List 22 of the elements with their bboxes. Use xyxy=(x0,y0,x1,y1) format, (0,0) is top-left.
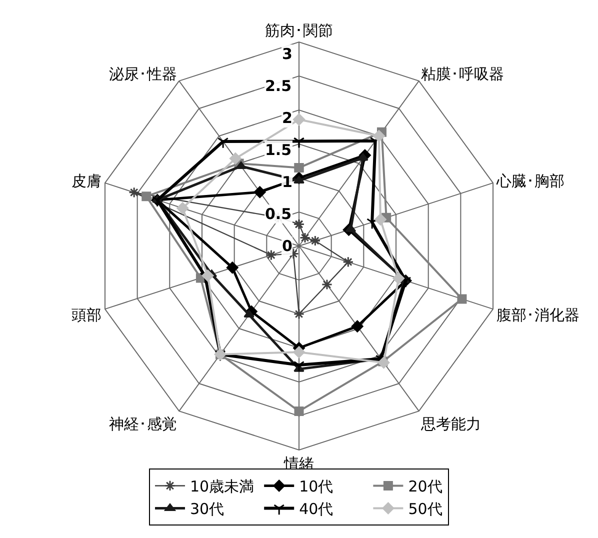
y-tick-label: 2 xyxy=(282,109,292,127)
y-tick-label: 2.5 xyxy=(265,77,292,95)
legend-label: 10歳未満 xyxy=(190,478,254,496)
spoke-label: 筋肉･関節 xyxy=(265,22,333,40)
spoke-label: 思考能力 xyxy=(420,415,481,434)
legend-label: 40代 xyxy=(299,500,334,518)
spoke-label: 頭部 xyxy=(72,306,102,324)
spoke-label: 心臓･胸部 xyxy=(495,172,564,190)
spoke-label: 神経･感覚 xyxy=(109,415,178,434)
y-tick-label: 0.5 xyxy=(265,205,292,223)
spoke-label: 泌尿･性器 xyxy=(109,64,178,83)
spoke-label: 皮膚 xyxy=(72,172,102,190)
legend-label: 30代 xyxy=(190,500,224,518)
spoke-label: 粘膜･呼吸器 xyxy=(420,64,504,83)
legend-label: 50代 xyxy=(408,500,442,518)
y-tick-label: 1.5 xyxy=(265,141,292,159)
y-tick-label: 1 xyxy=(282,173,292,191)
y-tick-label: 0 xyxy=(282,237,292,255)
legend-label: 20代 xyxy=(408,478,442,496)
legend-label: 10代 xyxy=(299,478,334,496)
y-tick-label: 3 xyxy=(282,45,292,63)
spoke-label: 腹部･消化器 xyxy=(496,306,580,324)
